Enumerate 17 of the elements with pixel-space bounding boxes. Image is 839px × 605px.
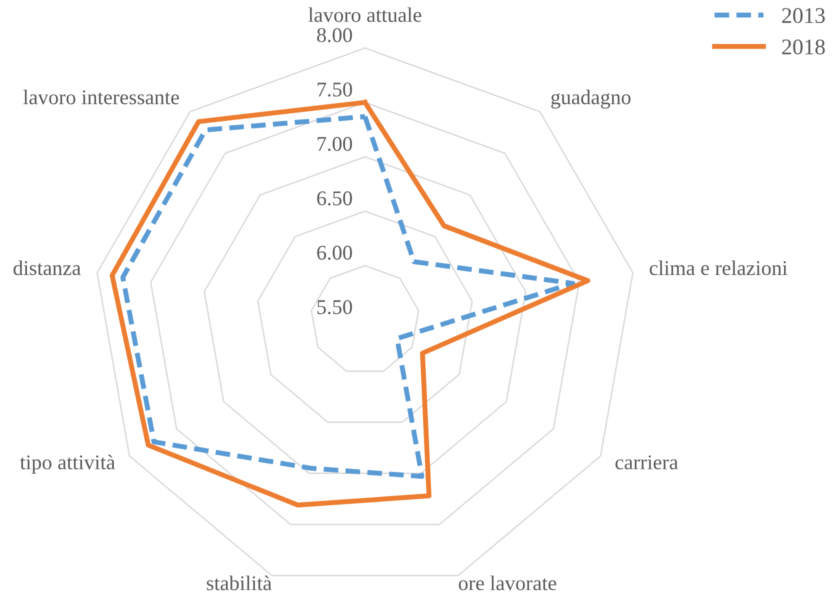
spoke-label: lavoro attuale <box>308 7 422 22</box>
spoke-label: carriera <box>615 455 678 470</box>
legend-label: 2018 <box>782 39 825 54</box>
y-tick-label: 7.50 <box>318 82 352 97</box>
spoke-label: lavoro interessante <box>23 90 179 104</box>
y-tick-label: 8.00 <box>317 28 352 42</box>
spoke-label: clima e relazioni <box>650 260 788 276</box>
y-tick-label: 5.50 <box>318 300 352 314</box>
y-tick-label: 7.00 <box>318 136 352 152</box>
spoke-label: tipo attività <box>20 454 116 474</box>
spoke-label: ore lavorate <box>458 576 556 590</box>
spoke-label: distanza <box>14 260 81 276</box>
y-tick-label: 6.50 <box>317 191 352 206</box>
legend-label: 2013 <box>782 8 825 24</box>
spoke-label: stabilità <box>206 576 272 590</box>
spoke-label: guadagno <box>551 90 631 109</box>
y-tick-label: 6.00 <box>317 246 352 260</box>
